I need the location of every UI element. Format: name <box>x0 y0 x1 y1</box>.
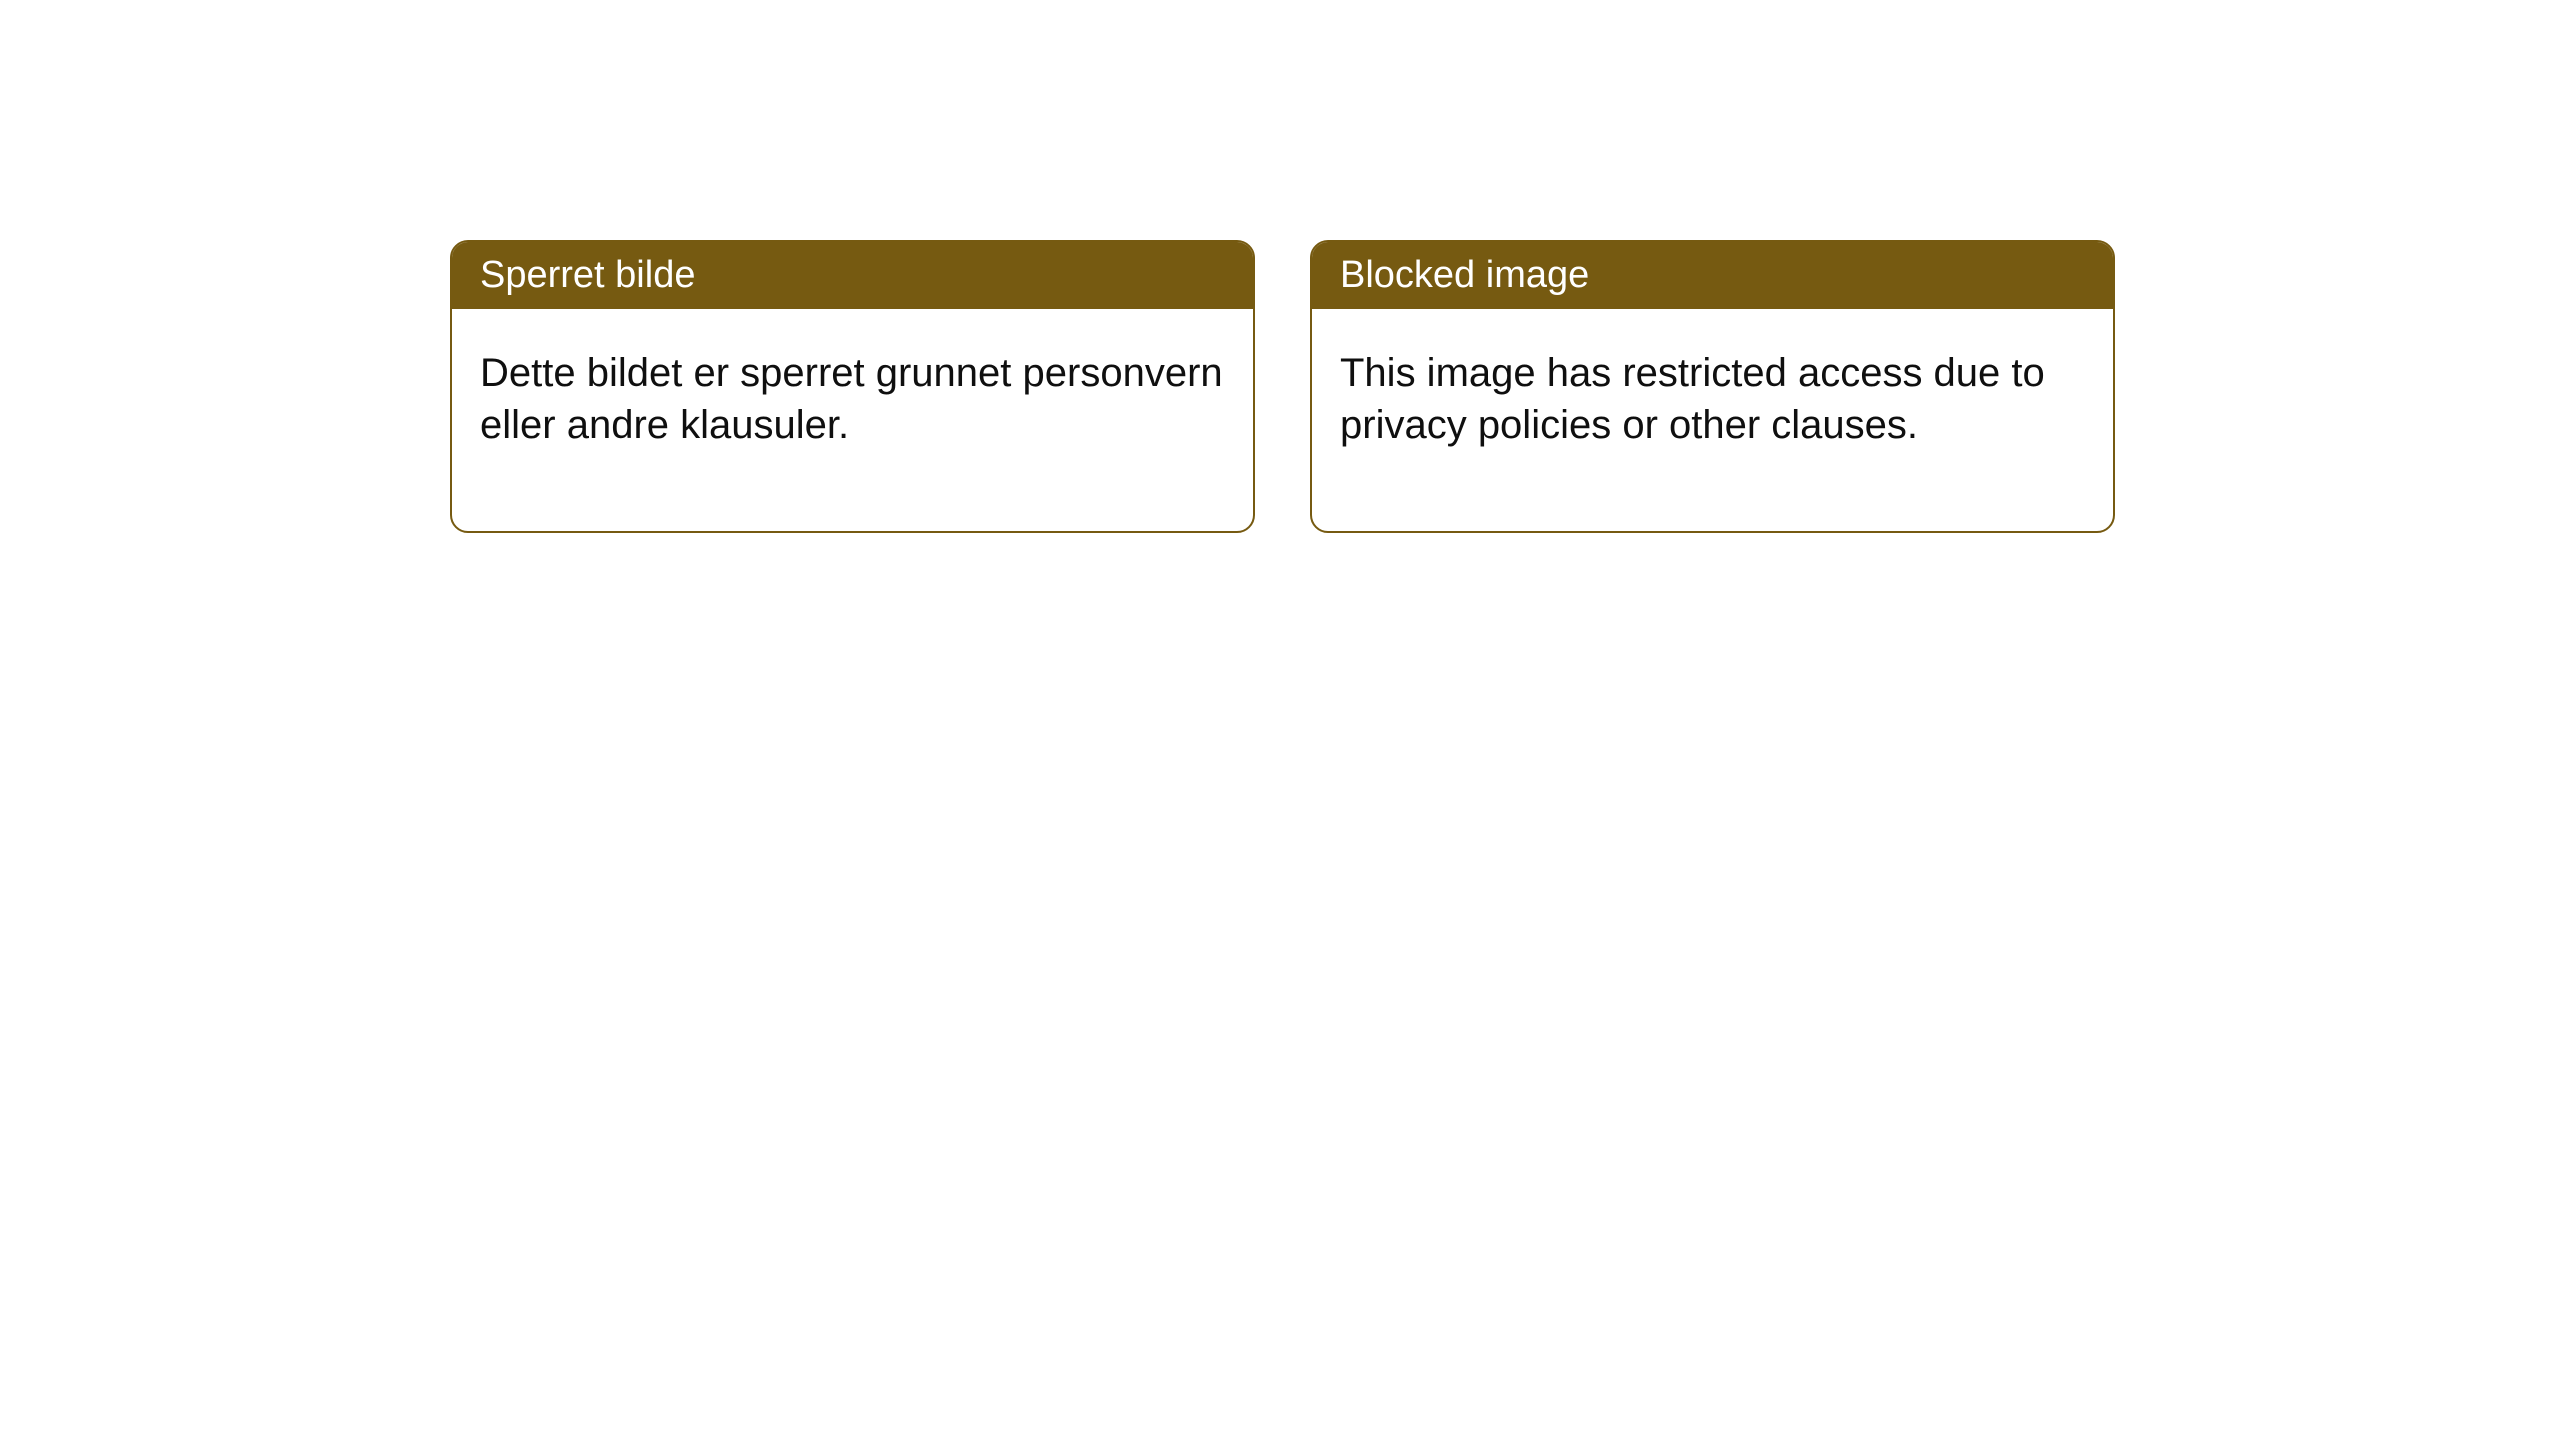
blocked-image-card-norwegian: Sperret bilde Dette bildet er sperret gr… <box>450 240 1255 533</box>
card-body-text-english: This image has restricted access due to … <box>1340 351 2045 447</box>
card-header-english: Blocked image <box>1312 242 2113 309</box>
card-body-text-norwegian: Dette bildet er sperret grunnet personve… <box>480 351 1223 447</box>
card-body-english: This image has restricted access due to … <box>1312 309 2113 531</box>
blocked-image-card-english: Blocked image This image has restricted … <box>1310 240 2115 533</box>
card-body-norwegian: Dette bildet er sperret grunnet personve… <box>452 309 1253 531</box>
card-title-english: Blocked image <box>1340 254 1589 296</box>
card-title-norwegian: Sperret bilde <box>480 254 695 296</box>
cards-container: Sperret bilde Dette bildet er sperret gr… <box>0 0 2560 533</box>
card-header-norwegian: Sperret bilde <box>452 242 1253 309</box>
